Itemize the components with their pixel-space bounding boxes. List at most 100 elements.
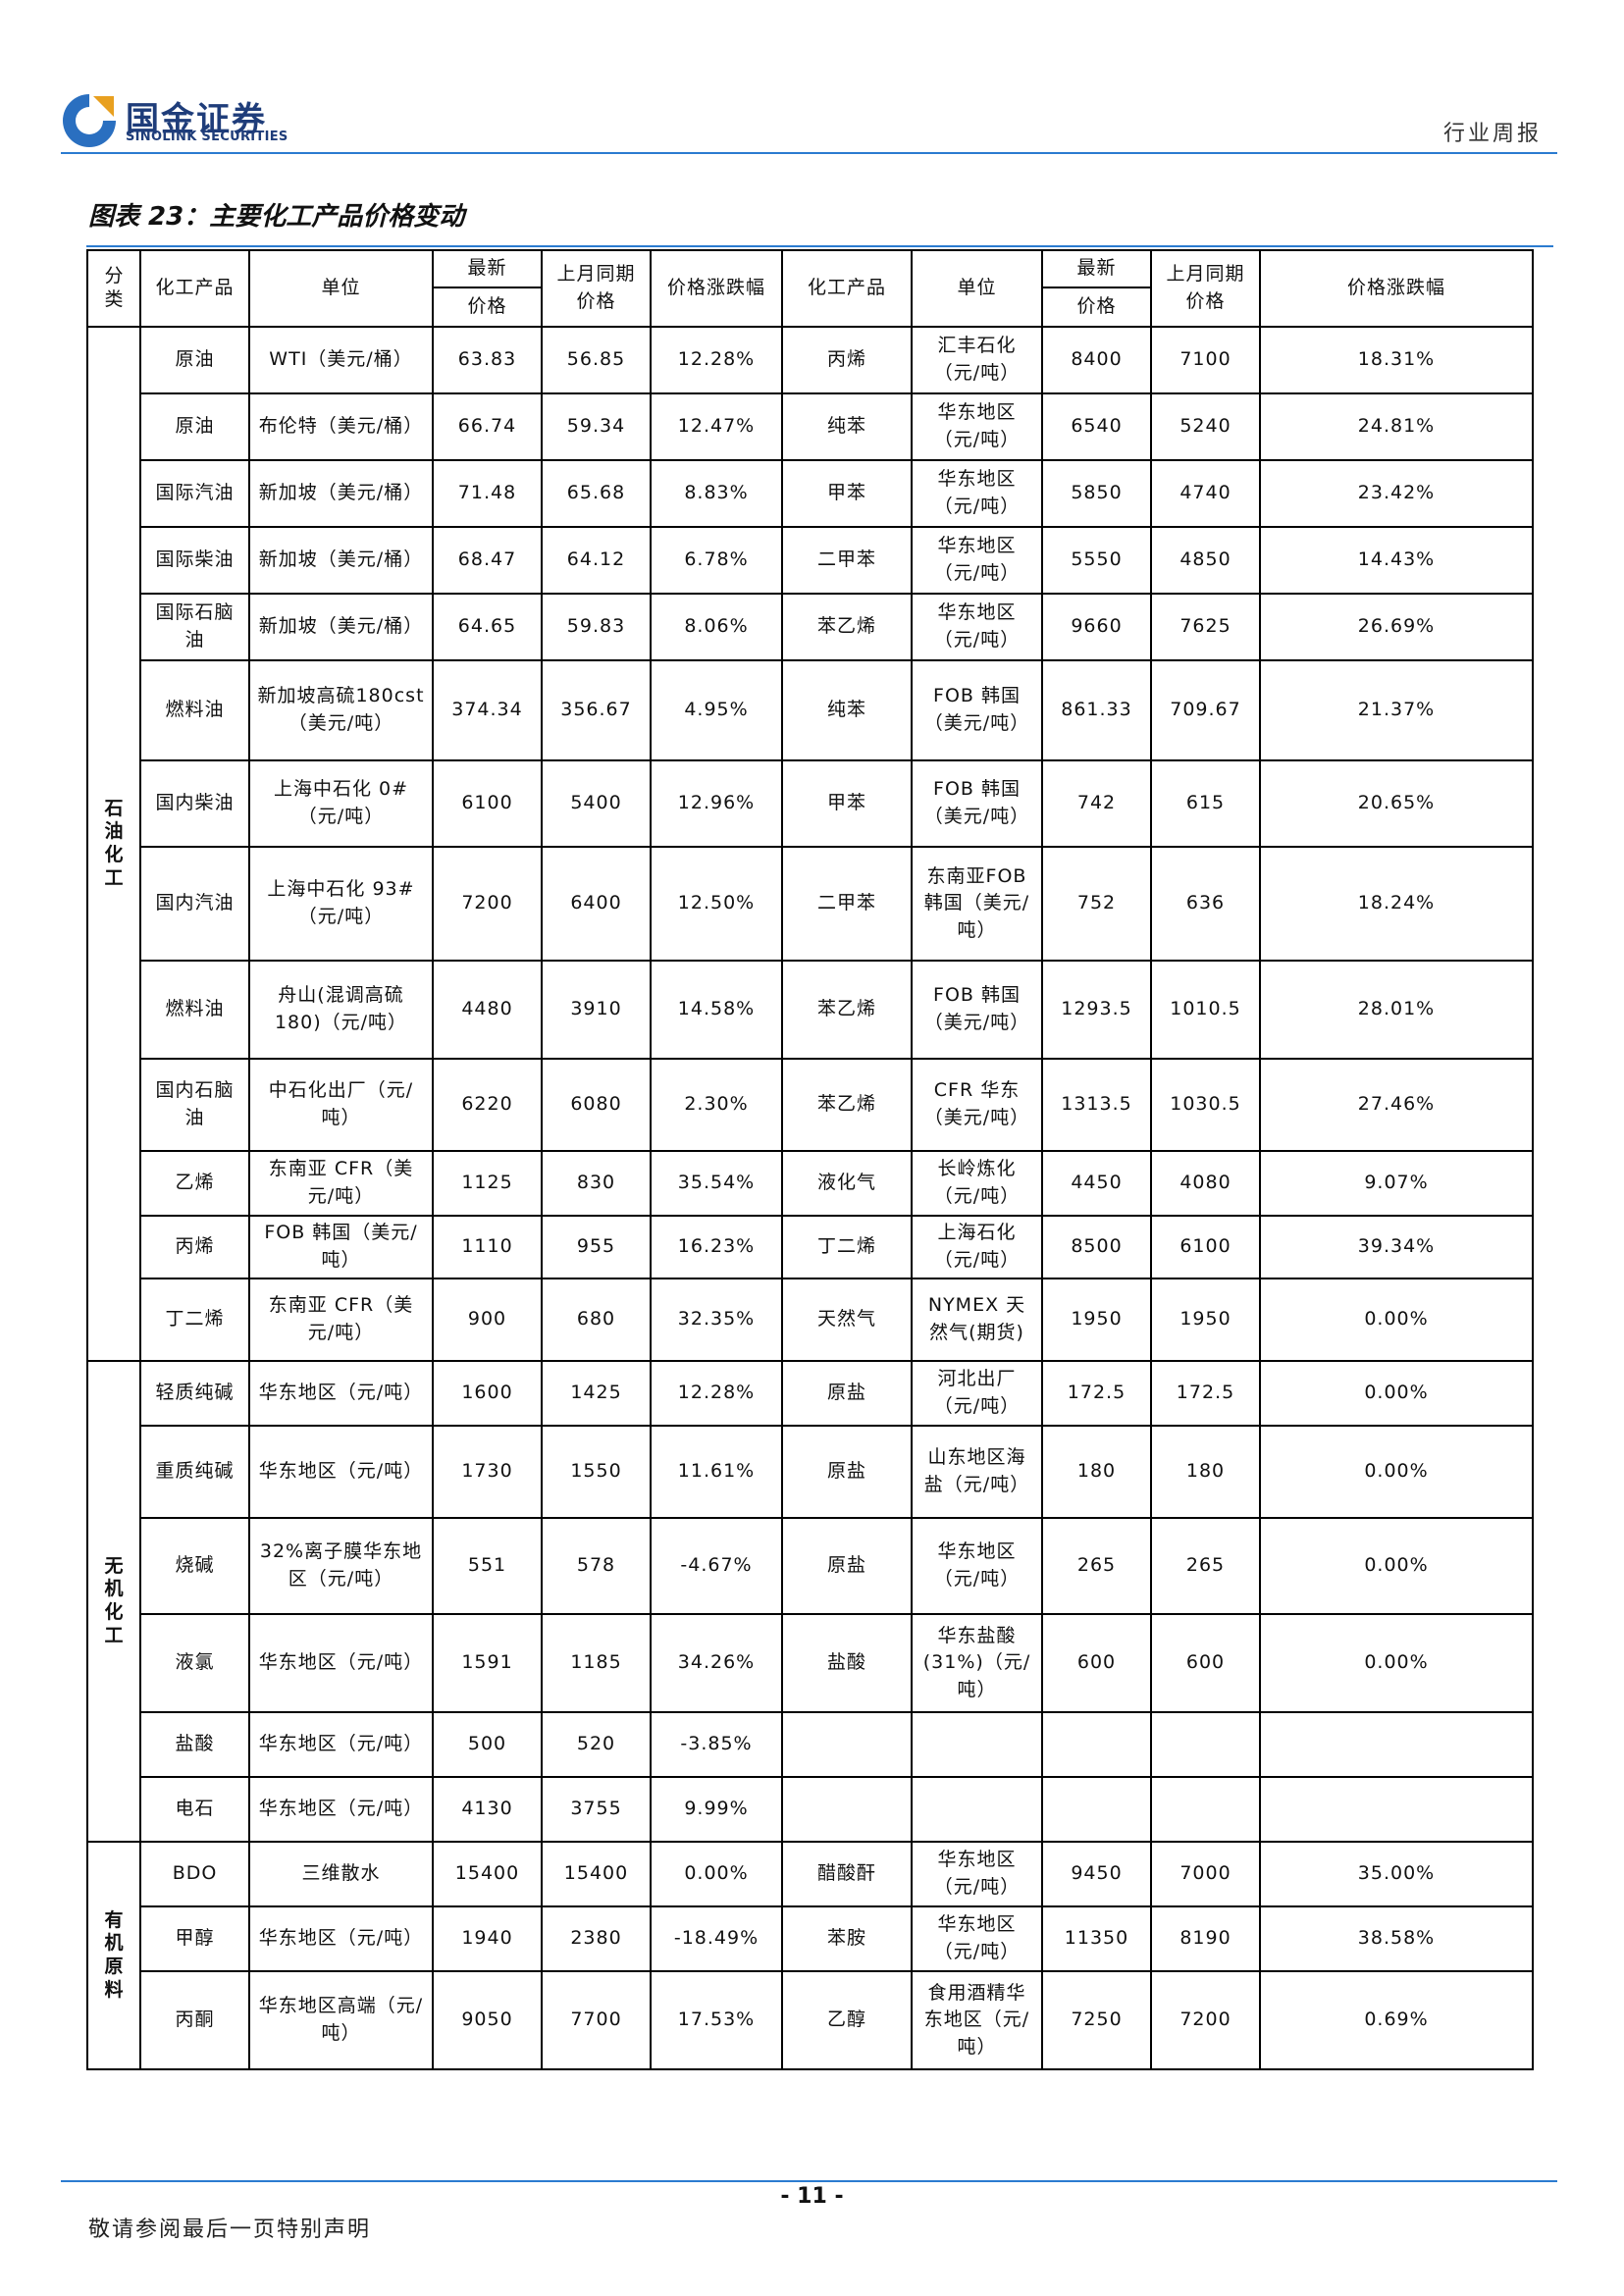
prev-month-price-2: 600 — [1150, 1613, 1261, 1713]
table-row: 丙酮 华东地区高端（元/吨） 9050 7700 17.53% 乙醇 食用酒精华东地区（元/… — [87, 1970, 1534, 2070]
prev-month-price-2: 7625 — [1150, 593, 1261, 661]
product-name-2: 甲苯 — [781, 759, 913, 848]
price-change: 12.28% — [650, 1360, 783, 1427]
prev-month-price: 5400 — [541, 759, 652, 848]
product-name: 国际石脑油 — [139, 593, 250, 661]
product-unit-2 — [911, 1711, 1043, 1778]
table-body: 石油化工 原油 WTI（美元/桶） 63.83 56.85 12.28% 丙烯 汇丰石化（元/… — [86, 326, 1534, 2070]
prev-month-price: 6400 — [541, 846, 652, 962]
price-change-2: 0.00% — [1259, 1425, 1534, 1519]
latest-price: 551 — [432, 1517, 543, 1615]
prev-month-price-2: 4080 — [1150, 1150, 1261, 1217]
table-row: 液氯 华东地区（元/吨） 1591 1185 34.26% 盐酸 华东盐酸(31%)（元/吨… — [87, 1613, 1534, 1713]
latest-price: 900 — [432, 1278, 543, 1362]
price-change: 12.28% — [650, 326, 783, 394]
price-change-2: 9.07% — [1259, 1150, 1534, 1217]
price-change: 9.99% — [650, 1776, 783, 1843]
figure-title: 图表 23：主要化工产品价格变动 — [88, 202, 465, 232]
prev-month-price: 578 — [541, 1517, 652, 1615]
latest-price: 1730 — [432, 1425, 543, 1519]
product-name: 国内石脑油 — [139, 1058, 250, 1152]
prev-month-price: 830 — [541, 1150, 652, 1217]
prev-month-price: 1425 — [541, 1360, 652, 1427]
price-change: -18.49% — [650, 1905, 783, 1972]
prev-month-price-2: 1950 — [1150, 1278, 1261, 1362]
product-name: BDO — [139, 1841, 250, 1907]
product-name: 烧碱 — [139, 1517, 250, 1615]
latest-price-2 — [1041, 1711, 1152, 1778]
product-name: 重质纯碱 — [139, 1425, 250, 1519]
price-change: 35.54% — [650, 1150, 783, 1217]
table-row: 国际石脑油 新加坡（美元/桶） 64.65 59.83 8.06% 苯乙烯 华东地区（元/吨… — [87, 593, 1534, 661]
price-change-2: 0.00% — [1259, 1613, 1534, 1713]
prev-month-price: 59.83 — [541, 593, 652, 661]
product-name-2: 丁二烯 — [781, 1215, 913, 1279]
prev-month-price: 15400 — [541, 1841, 652, 1907]
price-change: 12.50% — [650, 846, 783, 962]
product-unit-2: 华东地区（元/吨） — [911, 1905, 1043, 1972]
price-change: 16.23% — [650, 1215, 783, 1279]
prev-month-price: 3910 — [541, 960, 652, 1060]
latest-price-2: 861.33 — [1041, 659, 1152, 761]
title-divider — [86, 245, 1553, 247]
latest-price-2: 180 — [1041, 1425, 1152, 1519]
header-product: 化工产品 — [139, 249, 250, 328]
latest-price: 1110 — [432, 1215, 543, 1279]
product-name-2: 甲苯 — [781, 459, 913, 528]
product-name: 乙烯 — [139, 1150, 250, 1217]
product-name: 丙烯 — [139, 1215, 250, 1279]
header-unit-2: 单位 — [911, 249, 1043, 328]
prev-month-price-2 — [1150, 1711, 1261, 1778]
latest-price-2: 1950 — [1041, 1278, 1152, 1362]
prev-month-price-2: 615 — [1150, 759, 1261, 848]
product-unit: 上海中石化 0#（元/吨） — [248, 759, 434, 848]
product-name: 原油 — [139, 392, 250, 461]
product-name-2: 二甲苯 — [781, 846, 913, 962]
product-unit-2: 华东地区（元/吨） — [911, 526, 1043, 595]
latest-price: 1591 — [432, 1613, 543, 1713]
price-change-2: 27.46% — [1259, 1058, 1534, 1152]
product-unit: 舟山(混调高硫180)（元/吨） — [248, 960, 434, 1060]
product-name-2: 液化气 — [781, 1150, 913, 1217]
table-row: 重质纯碱 华东地区（元/吨） 1730 1550 11.61% 原盐 山东地区海盐（元/吨）… — [87, 1425, 1534, 1519]
prev-month-price-2: 4850 — [1150, 526, 1261, 595]
prev-month-price-2: 180 — [1150, 1425, 1261, 1519]
table-row: 国内石脑油 中石化出厂（元/吨） 6220 6080 2.30% 苯乙烯 CFR 华东（美元… — [87, 1058, 1534, 1152]
price-change-2: 23.42% — [1259, 459, 1534, 528]
prev-month-price-2: 7100 — [1150, 326, 1261, 394]
product-unit-2: 华东地区（元/吨） — [911, 1517, 1043, 1615]
category-cell: 石油化工 — [86, 326, 141, 1362]
price-change-2 — [1259, 1776, 1534, 1843]
product-name: 国际柴油 — [139, 526, 250, 595]
table-row: 国际柴油 新加坡（美元/桶） 68.47 64.12 6.78% 二甲苯 华东地区（元/吨）… — [87, 526, 1534, 595]
product-name: 液氯 — [139, 1613, 250, 1713]
product-name: 轻质纯碱 — [139, 1360, 250, 1427]
product-name-2: 天然气 — [781, 1278, 913, 1362]
prev-month-price: 56.85 — [541, 326, 652, 394]
table-row: 燃料油 舟山(混调高硫180)（元/吨） 4480 3910 14.58% 苯乙烯 FOB … — [87, 960, 1534, 1060]
product-name: 电石 — [139, 1776, 250, 1843]
prev-month-price-2: 8190 — [1150, 1905, 1261, 1972]
product-name: 国内汽油 — [139, 846, 250, 962]
sinolink-logo-icon — [63, 92, 118, 147]
table-header: 分类 化工产品 单位 最新 上月同期价格 价格涨跌幅 化工产品 单位 最新 上月同期价格 价格涨跌幅… — [86, 249, 1534, 328]
prev-month-price-2: 172.5 — [1150, 1360, 1261, 1427]
latest-price: 66.74 — [432, 392, 543, 461]
price-change-2: 21.37% — [1259, 659, 1534, 761]
product-unit-2: 华东地区（元/吨） — [911, 459, 1043, 528]
product-name-2: 醋酸酐 — [781, 1841, 913, 1907]
product-unit: WTI（美元/桶） — [248, 326, 434, 394]
product-unit: 华东地区（元/吨） — [248, 1360, 434, 1427]
prev-month-price-2: 709.67 — [1150, 659, 1261, 761]
price-change-2: 20.65% — [1259, 759, 1534, 848]
prev-month-price: 1550 — [541, 1425, 652, 1519]
latest-price-2 — [1041, 1776, 1152, 1843]
report-type: 行业周报 — [1442, 122, 1542, 146]
prev-month-price: 64.12 — [541, 526, 652, 595]
disclaimer: 敬请参阅最后一页特别声明 — [88, 2218, 372, 2242]
prev-month-price-2 — [1150, 1776, 1261, 1843]
price-table: 分类 化工产品 单位 最新 上月同期价格 价格涨跌幅 化工产品 单位 最新 上月同期价格 价格涨跌幅… — [86, 249, 1534, 2070]
price-change-2: 18.24% — [1259, 846, 1534, 962]
price-change-2: 28.01% — [1259, 960, 1534, 1060]
product-unit: 华东地区（元/吨） — [248, 1905, 434, 1972]
